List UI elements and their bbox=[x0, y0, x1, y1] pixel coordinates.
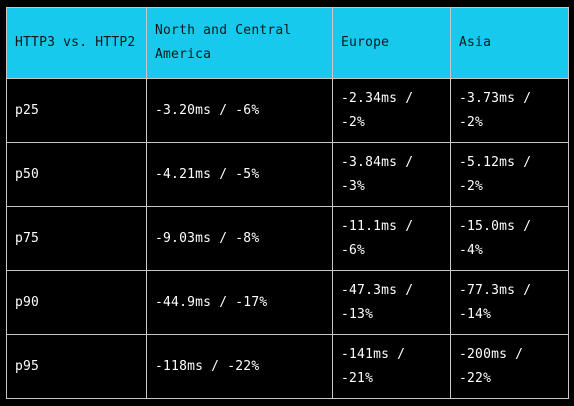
value-cell: -5.12ms / -2% bbox=[450, 142, 569, 207]
header-row: HTTP3 vs. HTTP2 North and Central Americ… bbox=[6, 7, 569, 79]
value-cell: -44.9ms / -17% bbox=[146, 270, 333, 335]
value-cell: -141ms / -21% bbox=[332, 334, 451, 399]
table-row: p50 -4.21ms / -5% -3.84ms / -3% -5.12ms … bbox=[6, 142, 569, 207]
value-cell: -4.21ms / -5% bbox=[146, 142, 333, 207]
percentile-cell: p95 bbox=[6, 334, 147, 399]
value-cell: -9.03ms / -8% bbox=[146, 206, 333, 271]
table-row: p75 -9.03ms / -8% -11.1ms / -6% -15.0ms … bbox=[6, 206, 569, 271]
table-row: p90 -44.9ms / -17% -47.3ms / -13% -77.3m… bbox=[6, 270, 569, 335]
value-cell: -3.20ms / -6% bbox=[146, 78, 333, 143]
value-cell: -77.3ms / -14% bbox=[450, 270, 569, 335]
comparison-table-container: HTTP3 vs. HTTP2 North and Central Americ… bbox=[6, 7, 569, 399]
header-cell-asia: Asia bbox=[450, 7, 569, 79]
percentile-cell: p90 bbox=[6, 270, 147, 335]
percentile-cell: p50 bbox=[6, 142, 147, 207]
table-row: p25 -3.20ms / -6% -2.34ms / -2% -3.73ms … bbox=[6, 78, 569, 143]
header-cell-north-central-america: North and Central America bbox=[146, 7, 333, 79]
percentile-cell: p25 bbox=[6, 78, 147, 143]
value-cell: -3.73ms / -2% bbox=[450, 78, 569, 143]
value-cell: -2.34ms / -2% bbox=[332, 78, 451, 143]
percentile-cell: p75 bbox=[6, 206, 147, 271]
table-row: p95 -118ms / -22% -141ms / -21% -200ms /… bbox=[6, 334, 569, 399]
value-cell: -15.0ms / -4% bbox=[450, 206, 569, 271]
value-cell: -118ms / -22% bbox=[146, 334, 333, 399]
value-cell: -200ms / -22% bbox=[450, 334, 569, 399]
header-cell-comparison: HTTP3 vs. HTTP2 bbox=[6, 7, 147, 79]
header-cell-europe: Europe bbox=[332, 7, 451, 79]
value-cell: -3.84ms / -3% bbox=[332, 142, 451, 207]
http3-vs-http2-latency-table: HTTP3 vs. HTTP2 North and Central Americ… bbox=[6, 7, 569, 399]
value-cell: -11.1ms / -6% bbox=[332, 206, 451, 271]
value-cell: -47.3ms / -13% bbox=[332, 270, 451, 335]
